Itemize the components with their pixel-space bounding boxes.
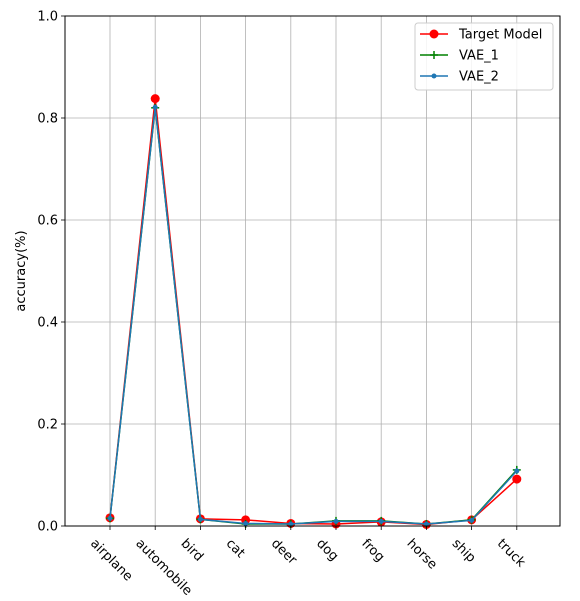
y-tick-label: 0.4 (37, 316, 58, 331)
legend-label: Target Model (458, 28, 542, 43)
data-point (197, 516, 203, 522)
plot-area (65, 16, 560, 526)
series-line (109, 106, 518, 525)
data-point (241, 515, 251, 525)
y-axis-label: accuracy(%) (14, 230, 29, 311)
data-point (333, 518, 339, 524)
legend: Target Model VAE_1 VAE_2 (414, 22, 554, 91)
y-tick-label: 0.0 (37, 520, 58, 535)
y-tick-label: 0.6 (37, 214, 58, 229)
data-point (107, 515, 113, 521)
y-axis: 0.0 0.2 0.4 0.6 0.8 1.0 (37, 10, 65, 535)
legend-label: VAE_1 (459, 49, 499, 64)
data-point (423, 521, 429, 527)
y-tick-label: 0.8 (37, 112, 58, 127)
legend-item: Target Model (420, 28, 542, 43)
series-layer (105, 94, 522, 529)
legend-item: VAE_2 (420, 70, 499, 85)
legend-label: VAE_2 (459, 70, 499, 85)
data-point (430, 51, 438, 59)
data-point (514, 468, 520, 474)
y-tick-label: 0.2 (37, 418, 58, 433)
series-vae-2 (107, 104, 520, 527)
data-point (512, 474, 522, 484)
data-point (469, 517, 475, 523)
legend-item: VAE_1 (420, 49, 499, 64)
data-point (150, 94, 160, 104)
plot-frame (64, 15, 561, 527)
legend-box (414, 22, 554, 91)
data-point (288, 521, 294, 527)
data-point (152, 104, 158, 110)
data-point (378, 518, 384, 524)
y-tick-label: 1.0 (37, 10, 58, 25)
data-point (429, 29, 439, 39)
data-point (431, 73, 437, 79)
data-point (243, 520, 249, 526)
